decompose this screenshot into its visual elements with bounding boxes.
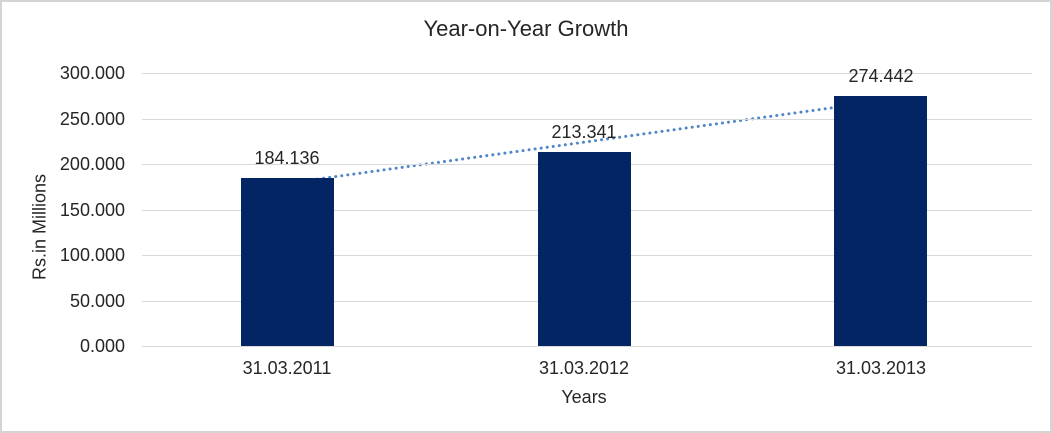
x-tick-label: 31.03.2013 bbox=[835, 358, 927, 378]
bar-value-label: 184.136 bbox=[254, 148, 320, 168]
y-tick-label: 200.000 bbox=[59, 154, 125, 174]
y-tick-label: 0.000 bbox=[79, 336, 125, 356]
bar-value-label: 274.442 bbox=[848, 66, 914, 86]
bar bbox=[538, 152, 631, 346]
bar-value-label: 213.341 bbox=[551, 122, 617, 142]
y-tick-label: 150.000 bbox=[59, 200, 125, 220]
y-tick-label: 300.000 bbox=[59, 63, 125, 83]
x-tick-label: 31.03.2012 bbox=[538, 358, 630, 378]
bar bbox=[241, 178, 334, 346]
gridline bbox=[142, 119, 1032, 120]
x-axis-title: Years bbox=[561, 387, 607, 407]
x-tick-label: 31.03.2011 bbox=[242, 358, 332, 378]
y-tick-label: 100.000 bbox=[59, 245, 125, 265]
gridline bbox=[142, 73, 1032, 74]
gridline bbox=[142, 346, 1032, 347]
bar bbox=[834, 96, 927, 346]
y-tick-label: 250.000 bbox=[59, 109, 125, 129]
chart-title: Year-on-Year Growth bbox=[423, 16, 629, 41]
y-tick-label: 50.000 bbox=[69, 291, 125, 311]
